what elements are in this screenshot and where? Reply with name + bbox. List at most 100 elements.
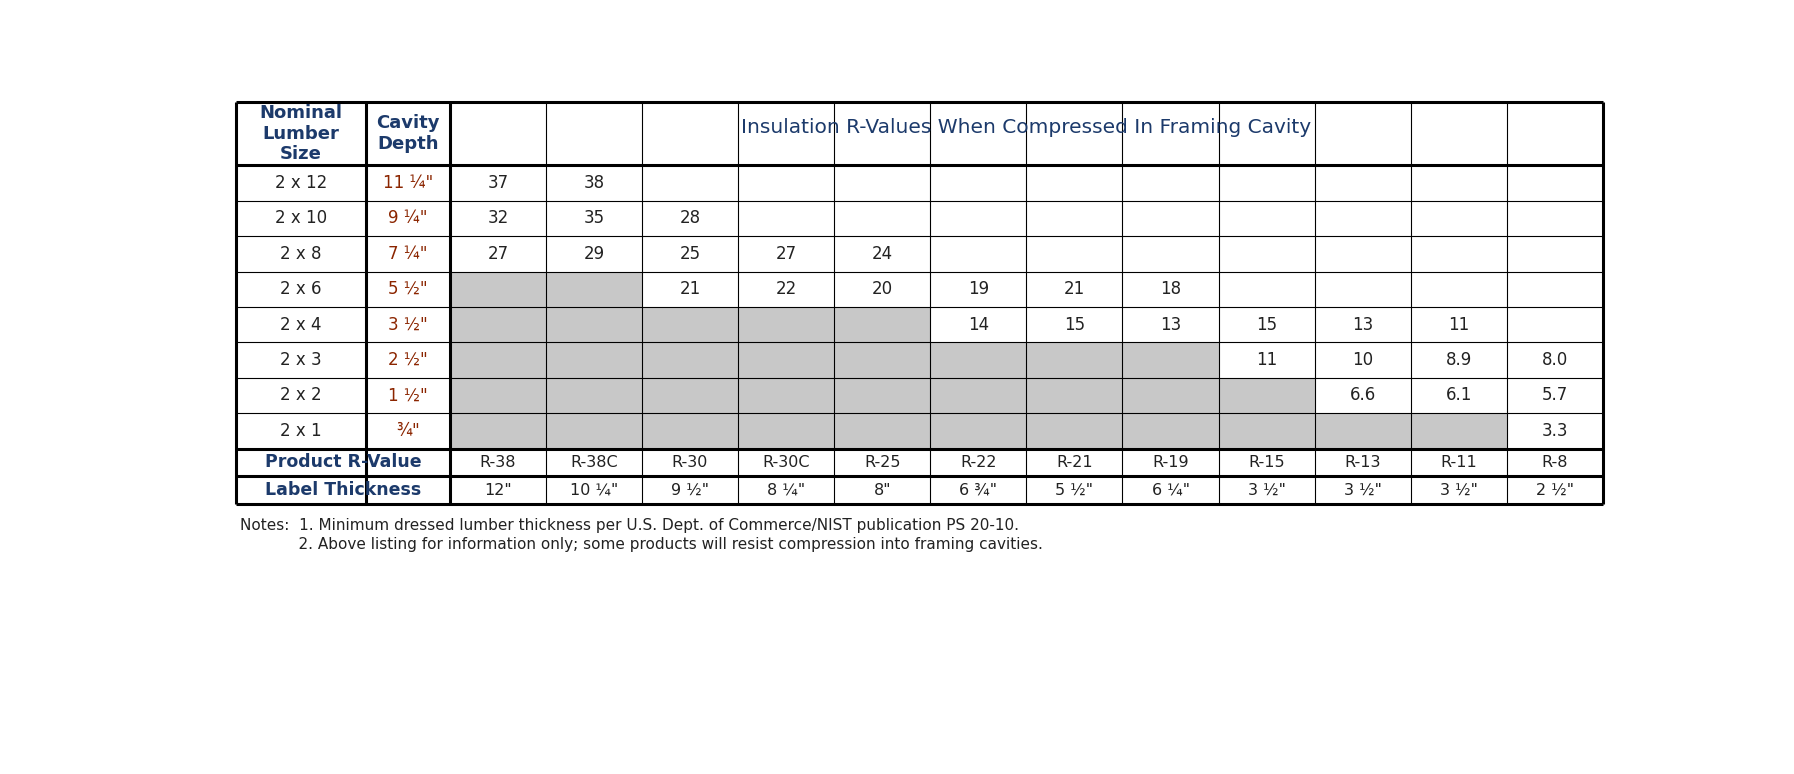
Bar <box>1218 413 1315 449</box>
Text: 8.9: 8.9 <box>1446 351 1471 369</box>
Bar <box>1315 413 1410 449</box>
Text: 3 ½": 3 ½" <box>1441 483 1478 498</box>
Text: R-22: R-22 <box>960 455 997 470</box>
Text: 8": 8" <box>874 483 892 498</box>
Text: 22: 22 <box>775 280 797 298</box>
Text: 2 x 10: 2 x 10 <box>274 210 327 228</box>
Text: 35: 35 <box>583 210 605 228</box>
Text: 2 ½": 2 ½" <box>388 351 427 369</box>
Text: Notes:  1. Minimum dressed lumber thickness per U.S. Dept. of Commerce/NIST publ: Notes: 1. Minimum dressed lumber thickne… <box>240 518 1019 533</box>
Text: 20: 20 <box>872 280 893 298</box>
Text: 3 ½": 3 ½" <box>1247 483 1286 498</box>
Text: 2 x 4: 2 x 4 <box>280 316 321 334</box>
Text: R-30C: R-30C <box>762 455 809 470</box>
Bar <box>545 378 642 413</box>
Text: 9 ½": 9 ½" <box>671 483 709 498</box>
Text: R-15: R-15 <box>1249 455 1285 470</box>
Text: 38: 38 <box>583 174 605 192</box>
Text: R-38: R-38 <box>479 455 517 470</box>
Text: ¾": ¾" <box>396 422 420 440</box>
Text: 13: 13 <box>1161 316 1180 334</box>
Bar <box>1123 342 1218 378</box>
Text: Insulation R-Values When Compressed In Framing Cavity: Insulation R-Values When Compressed In F… <box>741 118 1311 137</box>
Text: 28: 28 <box>680 210 701 228</box>
Bar <box>1123 413 1218 449</box>
Text: Cavity
Depth: Cavity Depth <box>377 115 440 153</box>
Text: 11 ¼": 11 ¼" <box>382 174 432 192</box>
Bar <box>642 378 737 413</box>
Text: 10 ¼": 10 ¼" <box>570 483 619 498</box>
Text: 27: 27 <box>775 245 797 263</box>
Bar <box>1026 342 1123 378</box>
Bar <box>450 413 545 449</box>
Text: 2 x 8: 2 x 8 <box>280 245 321 263</box>
Bar <box>642 413 737 449</box>
Text: R-21: R-21 <box>1057 455 1093 470</box>
Text: 2 x 6: 2 x 6 <box>280 280 321 298</box>
Bar <box>834 378 931 413</box>
Text: 6 ¾": 6 ¾" <box>960 483 997 498</box>
Text: 11: 11 <box>1448 316 1469 334</box>
Bar <box>834 413 931 449</box>
Bar <box>235 102 1604 504</box>
Text: 6 ¼": 6 ¼" <box>1152 483 1189 498</box>
Bar <box>737 307 834 342</box>
Text: 12": 12" <box>484 483 511 498</box>
Text: 7 ¼": 7 ¼" <box>388 245 427 263</box>
Text: 5 ½": 5 ½" <box>1055 483 1093 498</box>
Bar <box>450 272 545 307</box>
Text: R-11: R-11 <box>1441 455 1476 470</box>
Bar <box>1026 413 1123 449</box>
Text: 11: 11 <box>1256 351 1277 369</box>
Text: 6.1: 6.1 <box>1446 386 1473 405</box>
Bar <box>545 413 642 449</box>
Text: 3 ½": 3 ½" <box>1344 483 1381 498</box>
Bar <box>931 413 1026 449</box>
Bar <box>1123 378 1218 413</box>
Bar <box>737 342 834 378</box>
Text: 3.3: 3.3 <box>1541 422 1568 440</box>
Bar <box>834 342 931 378</box>
Text: 32: 32 <box>488 210 508 228</box>
Text: 14: 14 <box>967 316 988 334</box>
Text: 5.7: 5.7 <box>1541 386 1568 405</box>
Text: R-38C: R-38C <box>570 455 617 470</box>
Text: 27: 27 <box>488 245 508 263</box>
Bar <box>737 413 834 449</box>
Text: 8 ¼": 8 ¼" <box>768 483 806 498</box>
Text: 8.0: 8.0 <box>1541 351 1568 369</box>
Bar <box>545 307 642 342</box>
Text: Product R-Value: Product R-Value <box>264 454 422 471</box>
Text: 24: 24 <box>872 245 893 263</box>
Text: 2. Above listing for information only; some products will resist compression int: 2. Above listing for information only; s… <box>240 536 1042 552</box>
Text: 21: 21 <box>1064 280 1085 298</box>
Text: 2 ½": 2 ½" <box>1536 483 1573 498</box>
Text: 37: 37 <box>488 174 508 192</box>
Text: 19: 19 <box>967 280 988 298</box>
Text: 25: 25 <box>680 245 701 263</box>
Text: R-19: R-19 <box>1152 455 1189 470</box>
Bar <box>450 307 545 342</box>
Text: 21: 21 <box>680 280 701 298</box>
Text: 13: 13 <box>1353 316 1374 334</box>
Text: Label Thickness: Label Thickness <box>266 481 422 499</box>
Text: 1 ½": 1 ½" <box>388 386 427 405</box>
Bar <box>545 272 642 307</box>
Text: 10: 10 <box>1353 351 1372 369</box>
Text: 2 x 2: 2 x 2 <box>280 386 321 405</box>
Text: 3 ½": 3 ½" <box>388 316 427 334</box>
Bar <box>1026 378 1123 413</box>
Text: 6.6: 6.6 <box>1349 386 1376 405</box>
Text: 2 x 3: 2 x 3 <box>280 351 321 369</box>
Bar <box>642 342 737 378</box>
Bar <box>1410 413 1507 449</box>
Text: 2 x 1: 2 x 1 <box>280 422 321 440</box>
Text: 2 x 12: 2 x 12 <box>274 174 327 192</box>
Text: Nominal
Lumber
Size: Nominal Lumber Size <box>260 104 343 163</box>
Bar <box>450 342 545 378</box>
Bar <box>834 307 931 342</box>
Text: 15: 15 <box>1256 316 1277 334</box>
Bar <box>1218 378 1315 413</box>
Bar <box>642 307 737 342</box>
Text: R-13: R-13 <box>1344 455 1381 470</box>
